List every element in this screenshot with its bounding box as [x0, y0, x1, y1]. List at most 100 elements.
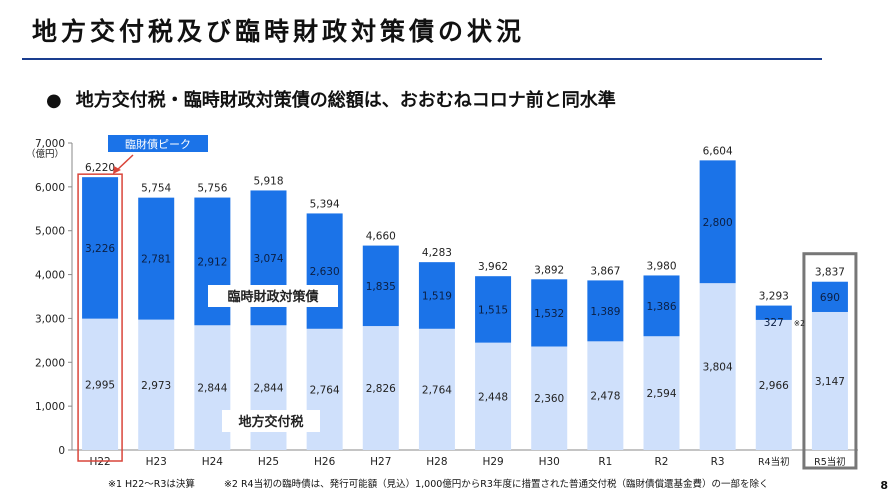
y-tick-label: 4,000 [35, 270, 65, 282]
title-underline [22, 58, 822, 60]
data-label-total: 3,892 [534, 264, 564, 276]
summary-text: 地方交付税・臨時財政対策債の総額は、おおむねコロナ前と同水準 [75, 90, 616, 111]
x-tick-label: H23 [146, 456, 167, 468]
data-label-rinzaisai: 1,386 [646, 301, 676, 313]
data-label-koufuzei: 2,826 [366, 383, 396, 395]
series-label-koufuzei: 地方交付税 [238, 414, 303, 430]
data-label-rinzaisai: 1,519 [422, 290, 452, 302]
x-tick-label: H29 [482, 456, 503, 468]
note-mark-r4: ※2 [794, 319, 805, 328]
data-label-rinzaisai: 327 [764, 317, 784, 329]
bar-rinzaisai [418, 262, 455, 329]
x-tick-label: H28 [426, 456, 447, 468]
data-label-rinzaisai: 2,912 [197, 256, 227, 268]
data-label-rinzaisai: 1,515 [478, 304, 508, 316]
series-label-rinzaisai: 臨時財政対策債 [227, 289, 318, 305]
footnotes: ※1 H22～R3は決算 ※2 R4当初の臨時債は、発行可能額（見込）1,000… [108, 476, 794, 490]
data-label-rinzaisai: 2,781 [141, 254, 171, 266]
footnote-1: ※1 H22～R3は決算 [108, 479, 195, 490]
bar-koufuzei [699, 283, 736, 450]
y-unit-label: （億円） [26, 148, 64, 160]
bar-koufuzei [755, 319, 792, 450]
data-label-total: 3,837 [815, 267, 845, 279]
x-tick-label: R1 [598, 456, 612, 468]
page-number: 8 [880, 479, 888, 492]
data-label-koufuzei: 2,478 [590, 391, 620, 403]
x-tick-label: R2 [655, 456, 669, 468]
peak-callout-arrowhead [113, 166, 121, 174]
bar-koufuzei [82, 318, 119, 450]
r5-highlight-box [802, 252, 858, 470]
y-tick-label: 6,000 [35, 182, 65, 194]
y-tick-label: 0 [58, 445, 65, 457]
x-tick-label: H26 [314, 456, 336, 468]
data-label-koufuzei: 2,360 [534, 393, 564, 405]
data-label-rinzaisai: 2,800 [703, 217, 733, 229]
peak-highlight-box [77, 173, 123, 462]
data-label-koufuzei: 2,966 [759, 380, 789, 392]
y-tick-label: 5,000 [35, 226, 65, 238]
bar-koufuzei [138, 319, 175, 450]
peak-callout-box [108, 135, 208, 152]
bar-koufuzei [531, 346, 568, 450]
bar-koufuzei [587, 341, 624, 450]
data-label-koufuzei: 2,995 [85, 379, 115, 391]
data-label-total: 5,918 [253, 175, 283, 187]
data-label-koufuzei: 3,147 [815, 376, 845, 388]
x-tick-label: R5当初 [814, 456, 846, 468]
bar-rinzaisai [138, 197, 175, 320]
bar-rinzaisai [755, 305, 792, 320]
x-tick-label: H25 [258, 456, 279, 468]
bar-rinzaisai [531, 279, 568, 347]
data-label-koufuzei: 2,448 [478, 391, 508, 403]
bar-rinzaisai [587, 280, 624, 342]
bar-koufuzei [811, 311, 848, 450]
x-tick-label: H22 [89, 456, 110, 468]
data-label-rinzaisai: 1,389 [590, 306, 620, 318]
peak-callout-arrow [115, 154, 134, 172]
data-label-koufuzei: 2,594 [646, 388, 676, 400]
data-label-koufuzei: 2,844 [197, 383, 227, 395]
x-tick-label: H30 [539, 456, 560, 468]
data-label-total: 5,394 [310, 198, 340, 210]
bar-rinzaisai [475, 276, 512, 343]
bar-rinzaisai [306, 213, 343, 329]
data-label-koufuzei: 3,804 [703, 362, 733, 374]
x-tick-label: R3 [711, 456, 725, 468]
data-label-total: 5,754 [141, 183, 171, 195]
series-label-rinzaisai-bg [208, 285, 338, 307]
bar-rinzaisai [643, 275, 680, 337]
peak-callout-text: 臨財債ピーク [125, 137, 191, 151]
bar-rinzaisai [699, 160, 736, 284]
data-label-koufuzei: 2,764 [310, 384, 340, 396]
bar-koufuzei [362, 326, 399, 450]
summary-bullet: ● 地方交付税・臨時財政対策債の総額は、おおむねコロナ前と同水準 [46, 86, 616, 112]
data-label-koufuzei: 2,844 [253, 383, 283, 395]
data-label-total: 6,604 [703, 145, 733, 157]
data-label-total: 3,867 [590, 265, 620, 277]
data-label-total: 3,980 [646, 260, 676, 272]
bar-rinzaisai [362, 245, 399, 327]
footnote-2: ※2 R4当初の臨時債は、発行可能額（見込）1,000億円からR3年度に措置され… [223, 479, 769, 490]
y-tick-label: 7,000 [35, 138, 65, 150]
data-label-rinzaisai: 1,532 [534, 308, 564, 320]
data-label-koufuzei: 2,973 [141, 380, 171, 392]
data-label-total: 6,220 [85, 162, 115, 174]
data-label-koufuzei: 2,764 [422, 384, 452, 396]
page-title: 地方交付税及び臨時財政対策債の状況 [32, 17, 526, 46]
data-label-rinzaisai: 2,630 [310, 266, 340, 278]
data-label-rinzaisai: 690 [820, 292, 840, 304]
data-label-rinzaisai: 3,226 [85, 243, 115, 255]
data-label-total: 3,293 [759, 291, 789, 303]
x-tick-label: R4当初 [758, 456, 790, 468]
series-label-koufuzei-bg [222, 410, 320, 432]
bar-koufuzei [418, 328, 455, 450]
data-label-rinzaisai: 3,074 [253, 253, 283, 265]
bullet-dot-icon: ● [46, 90, 62, 111]
y-tick-label: 2,000 [35, 357, 65, 369]
x-tick-label: H27 [370, 456, 391, 468]
data-label-total: 3,962 [478, 261, 508, 273]
data-label-total: 4,660 [366, 231, 396, 243]
bar-koufuzei [643, 336, 680, 450]
